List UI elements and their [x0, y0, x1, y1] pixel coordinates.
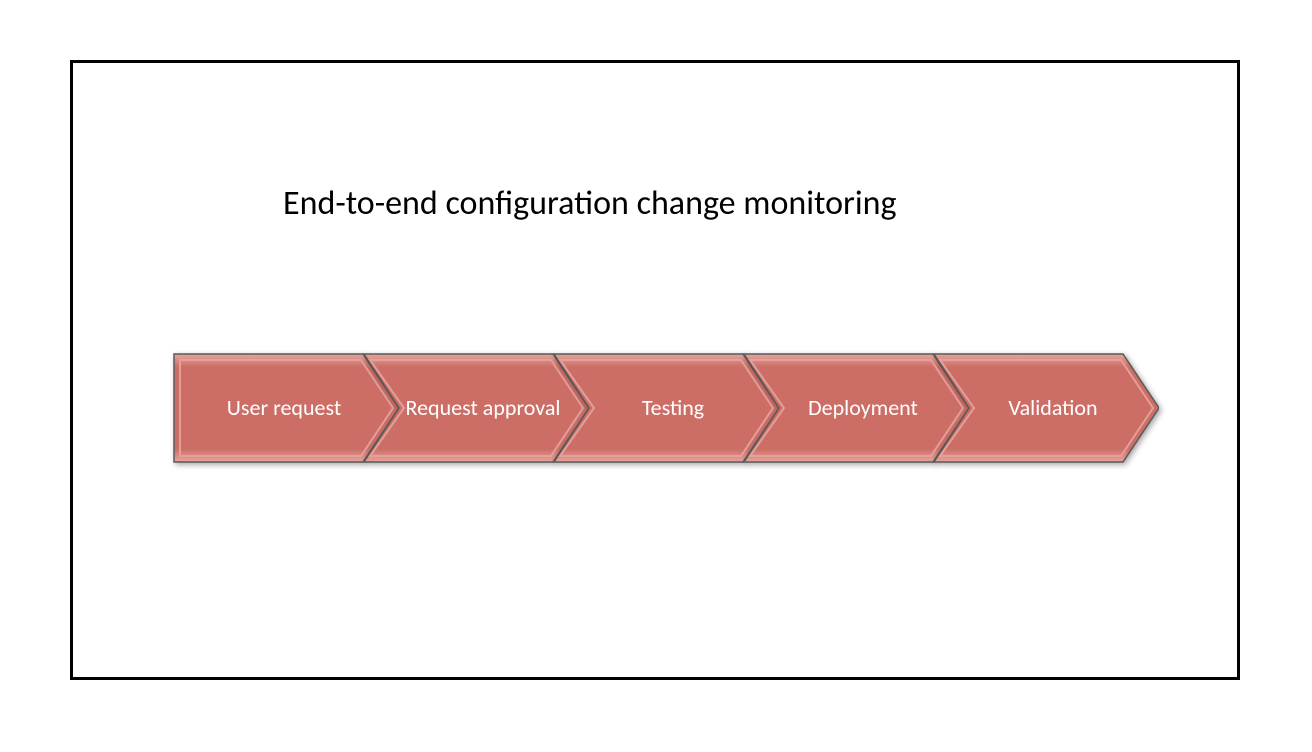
- process-step: Validation: [933, 353, 1159, 463]
- diagram-title: End-to-end configuration change monitori…: [283, 183, 897, 224]
- process-chevron-row: User request Request approval: [173, 353, 1173, 463]
- diagram-frame: End-to-end configuration change monitori…: [70, 60, 1240, 680]
